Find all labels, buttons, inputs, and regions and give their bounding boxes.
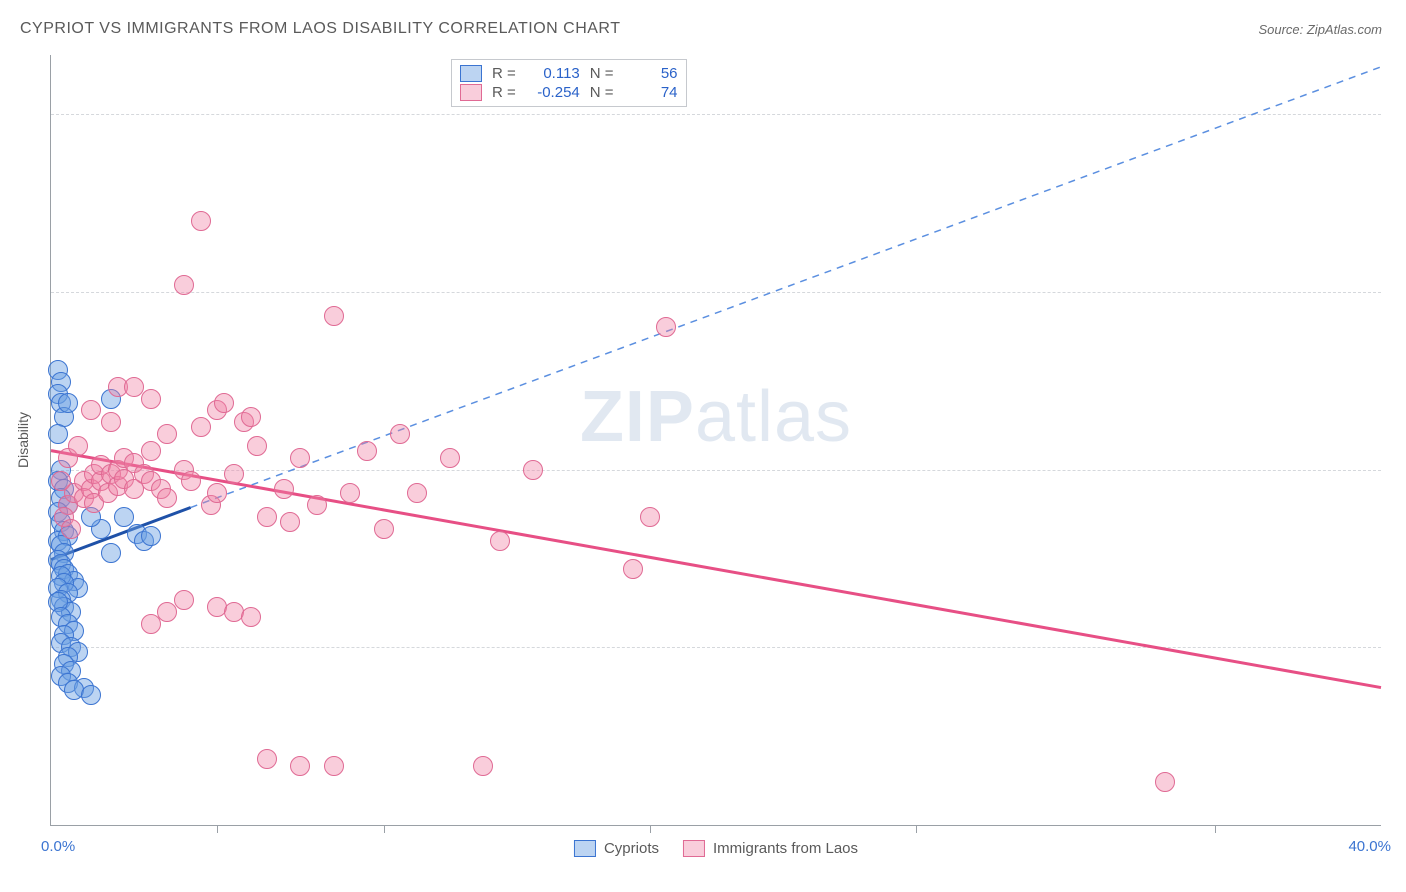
gridline: 15.0% bbox=[51, 470, 1381, 471]
legend-swatch bbox=[460, 84, 482, 101]
data-point bbox=[407, 483, 427, 503]
data-point bbox=[58, 393, 78, 413]
source-attribution: Source: ZipAtlas.com bbox=[1258, 22, 1382, 37]
stat-r-value: -0.254 bbox=[526, 84, 580, 101]
data-point bbox=[340, 483, 360, 503]
data-point bbox=[274, 479, 294, 499]
data-point bbox=[1155, 772, 1175, 792]
data-point bbox=[51, 471, 71, 491]
data-point bbox=[48, 424, 68, 444]
series-legend-item: Cypriots bbox=[574, 840, 659, 857]
data-point bbox=[174, 590, 194, 610]
data-point bbox=[473, 756, 493, 776]
data-point bbox=[81, 400, 101, 420]
legend-swatch bbox=[683, 840, 705, 857]
stat-legend-row: R = -0.254 N = 74 bbox=[460, 83, 678, 102]
data-point bbox=[290, 448, 310, 468]
gridline: 30.0% bbox=[51, 114, 1381, 115]
data-point bbox=[114, 507, 134, 527]
data-point bbox=[101, 412, 121, 432]
stat-n-label: N = bbox=[590, 65, 614, 82]
series-legend-label: Immigrants from Laos bbox=[713, 840, 858, 857]
data-point bbox=[257, 507, 277, 527]
data-point bbox=[68, 436, 88, 456]
data-point bbox=[247, 436, 267, 456]
data-point bbox=[374, 519, 394, 539]
stat-n-value: 56 bbox=[624, 65, 678, 82]
y-tick-label: 30.0% bbox=[1389, 107, 1406, 124]
watermark-brand-a: ZIP bbox=[580, 377, 695, 457]
data-point bbox=[257, 749, 277, 769]
watermark-brand-b: atlas bbox=[695, 377, 852, 457]
x-axis-min-label: 0.0% bbox=[41, 838, 75, 855]
y-axis-label: Disability bbox=[15, 412, 31, 468]
legend-swatch bbox=[460, 65, 482, 82]
data-point bbox=[124, 377, 144, 397]
data-point bbox=[174, 275, 194, 295]
data-point bbox=[224, 464, 244, 484]
data-point bbox=[101, 543, 121, 563]
data-point bbox=[324, 756, 344, 776]
legend-swatch bbox=[574, 840, 596, 857]
gridline: 7.5% bbox=[51, 647, 1381, 648]
stat-legend: R = 0.113 N = 56 R = -0.254 N = 74 bbox=[451, 59, 687, 107]
data-point bbox=[157, 488, 177, 508]
data-point bbox=[141, 614, 161, 634]
series-legend-item: Immigrants from Laos bbox=[683, 840, 858, 857]
series-legend-label: Cypriots bbox=[604, 840, 659, 857]
data-point bbox=[440, 448, 460, 468]
data-point bbox=[640, 507, 660, 527]
data-point bbox=[324, 306, 344, 326]
data-point bbox=[61, 519, 81, 539]
x-tick bbox=[916, 825, 917, 833]
x-axis-max-label: 40.0% bbox=[1348, 838, 1391, 855]
x-tick bbox=[384, 825, 385, 833]
data-point bbox=[207, 483, 227, 503]
data-point bbox=[490, 531, 510, 551]
y-tick-label: 15.0% bbox=[1389, 462, 1406, 479]
trend-line bbox=[51, 451, 1381, 688]
data-point bbox=[623, 559, 643, 579]
stat-n-value: 74 bbox=[624, 84, 678, 101]
stat-r-label: R = bbox=[492, 65, 516, 82]
data-point bbox=[191, 417, 211, 437]
stat-n-label: N = bbox=[590, 84, 614, 101]
y-tick-label: 22.5% bbox=[1389, 284, 1406, 301]
data-point bbox=[307, 495, 327, 515]
stat-r-value: 0.113 bbox=[526, 65, 580, 82]
data-point bbox=[181, 471, 201, 491]
stat-legend-row: R = 0.113 N = 56 bbox=[460, 64, 678, 83]
data-point bbox=[214, 393, 234, 413]
data-point bbox=[241, 607, 261, 627]
data-point bbox=[390, 424, 410, 444]
plot-area: Disability 7.5%15.0%22.5%30.0% ZIPatlas … bbox=[50, 55, 1381, 826]
y-tick-label: 7.5% bbox=[1389, 640, 1406, 657]
data-point bbox=[141, 441, 161, 461]
data-point bbox=[141, 389, 161, 409]
data-point bbox=[141, 526, 161, 546]
data-point bbox=[357, 441, 377, 461]
data-point bbox=[241, 407, 261, 427]
data-point bbox=[280, 512, 300, 532]
data-point bbox=[157, 602, 177, 622]
chart-title: CYPRIOT VS IMMIGRANTS FROM LAOS DISABILI… bbox=[20, 20, 620, 38]
gridline: 22.5% bbox=[51, 292, 1381, 293]
x-tick bbox=[1215, 825, 1216, 833]
data-point bbox=[290, 756, 310, 776]
watermark: ZIPatlas bbox=[580, 376, 852, 458]
data-point bbox=[656, 317, 676, 337]
stat-r-label: R = bbox=[492, 84, 516, 101]
x-tick bbox=[650, 825, 651, 833]
series-legend: Cypriots Immigrants from Laos bbox=[574, 840, 858, 857]
data-point bbox=[523, 460, 543, 480]
data-point bbox=[157, 424, 177, 444]
x-tick bbox=[217, 825, 218, 833]
data-point bbox=[81, 685, 101, 705]
data-point bbox=[191, 211, 211, 231]
